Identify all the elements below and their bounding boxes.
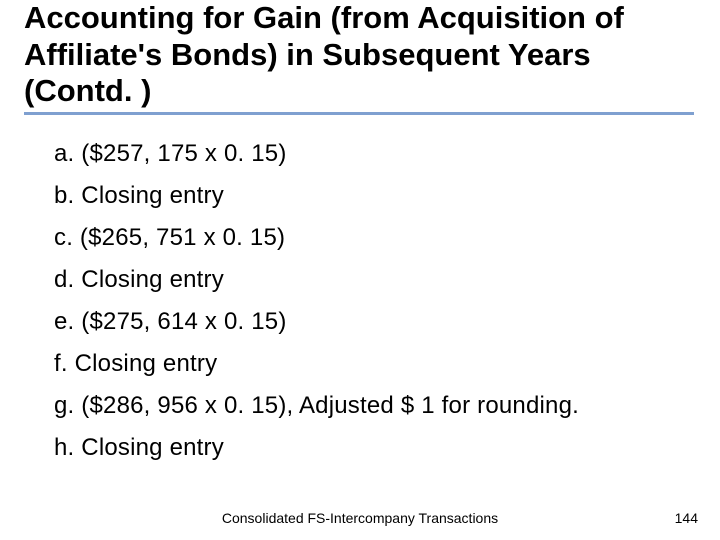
list-item: a. ($257, 175 x 0. 15) (54, 140, 674, 168)
list-item: e. ($275, 614 x 0. 15) (54, 308, 674, 336)
slide-title: Accounting for Gain (from Acquisition of… (24, 0, 694, 115)
slide: Accounting for Gain (from Acquisition of… (0, 0, 720, 540)
list-item: g. ($286, 956 x 0. 15), Adjusted $ 1 for… (54, 392, 674, 420)
list-item: f. Closing entry (54, 350, 674, 378)
list-item: b. Closing entry (54, 182, 674, 210)
list-item: h. Closing entry (54, 434, 674, 462)
footer-page-number: 144 (675, 510, 698, 526)
list-item: d. Closing entry (54, 266, 674, 294)
slide-title-text: Accounting for Gain (from Acquisition of… (24, 0, 694, 115)
footer-center-text: Consolidated FS-Intercompany Transaction… (0, 510, 720, 526)
list-item: c. ($265, 751 x 0. 15) (54, 224, 674, 252)
slide-body: a. ($257, 175 x 0. 15) b. Closing entry … (54, 140, 674, 476)
